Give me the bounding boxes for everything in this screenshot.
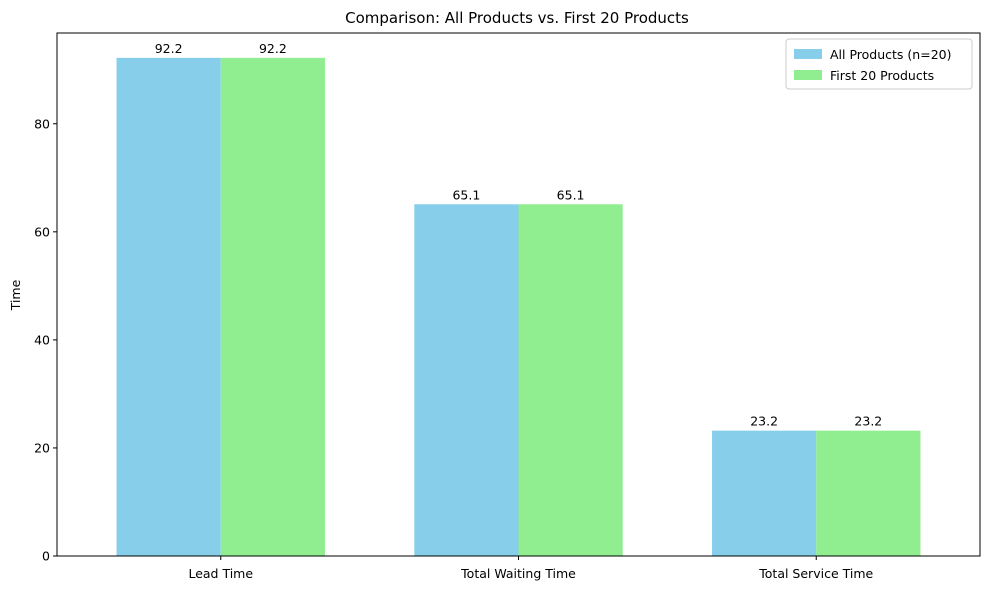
bar-1-2 bbox=[414, 204, 519, 556]
legend-label-1: All Products (n=20) bbox=[830, 47, 951, 62]
data-label-2-2: 65.1 bbox=[557, 187, 585, 202]
legend-swatch-1 bbox=[794, 49, 822, 59]
axes-layer: 0 20 40 60 80 Lead Time Total Waiting Time Tota… bbox=[34, 32, 981, 581]
y-tick-label-3: 40 bbox=[34, 332, 50, 347]
data-label-2-3: 23.2 bbox=[854, 414, 882, 429]
bars-layer bbox=[116, 57, 921, 557]
data-label-2-1: 92.2 bbox=[259, 41, 287, 56]
legend: All Products (n=20) First 20 Products bbox=[785, 38, 973, 90]
y-tick-label-5: 80 bbox=[34, 116, 50, 131]
y-tick-label-4: 60 bbox=[34, 224, 50, 239]
y-tick-label-2: 20 bbox=[34, 440, 50, 455]
bar-2-1 bbox=[220, 57, 325, 557]
x-tick-label-3: Total Service Time bbox=[758, 566, 873, 581]
legend-label-2: First 20 Products bbox=[830, 68, 934, 83]
data-labels-layer: 92.2 65.1 23.2 92.2 65.1 23.2 bbox=[155, 41, 883, 429]
data-label-1-2: 65.1 bbox=[452, 187, 480, 202]
data-label-1-3: 23.2 bbox=[750, 414, 778, 429]
y-tick-label-1: 0 bbox=[42, 549, 50, 564]
legend-swatch-2 bbox=[794, 70, 822, 80]
bar-2-3 bbox=[816, 430, 921, 556]
data-label-1-1: 92.2 bbox=[155, 41, 183, 56]
chart-title: Comparison: All Products vs. First 20 Pr… bbox=[345, 9, 689, 27]
legend-box bbox=[785, 38, 973, 90]
bar-2-2 bbox=[518, 204, 623, 556]
bar-1-1 bbox=[116, 57, 221, 557]
bar-1-3 bbox=[712, 430, 817, 556]
x-tick-label-2: Total Waiting Time bbox=[460, 566, 576, 581]
y-axis-label: Time bbox=[8, 279, 23, 311]
x-tick-label-1: Lead Time bbox=[188, 566, 253, 581]
